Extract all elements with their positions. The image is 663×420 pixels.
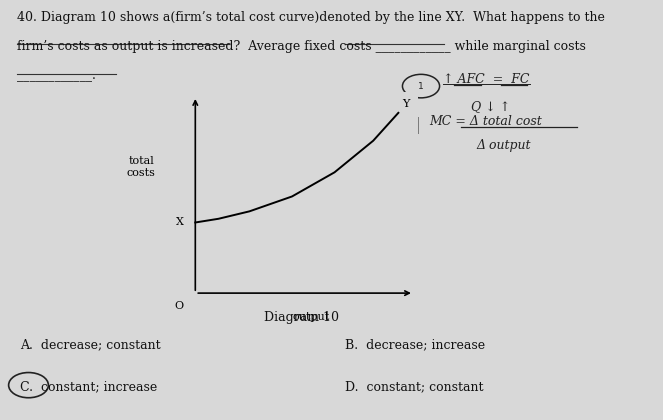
Text: output: output: [292, 312, 330, 322]
Text: A.  decrease; constant: A. decrease; constant: [20, 338, 160, 351]
Text: MC = Δ total cost: MC = Δ total cost: [430, 116, 542, 128]
Text: ↑ AFC  =  FC: ↑ AFC = FC: [443, 74, 529, 86]
Text: C.  constant; increase: C. constant; increase: [20, 380, 157, 393]
Text: firm’s costs as output is increased?  Average fixed costs ____________ while mar: firm’s costs as output is increased? Ave…: [17, 40, 585, 53]
Text: O: O: [174, 301, 184, 310]
Text: D.  constant; constant: D. constant; constant: [345, 380, 483, 393]
Text: Diagram 10: Diagram 10: [264, 311, 339, 324]
Text: |: |: [415, 118, 420, 134]
Text: ____________.: ____________.: [17, 69, 95, 82]
Text: 40. Diagram 10 shows a(firm’s total cost curve)denoted by the line XY.  What hap: 40. Diagram 10 shows a(firm’s total cost…: [17, 10, 605, 24]
Text: Q ↓ ↑: Q ↓ ↑: [471, 100, 511, 113]
Text: B.  decrease; increase: B. decrease; increase: [345, 338, 485, 351]
Text: total
costs: total costs: [127, 156, 156, 178]
Text: X: X: [176, 218, 184, 228]
Text: 1: 1: [418, 81, 424, 91]
Text: Y: Y: [402, 99, 410, 109]
Text: Δ output: Δ output: [477, 139, 531, 152]
